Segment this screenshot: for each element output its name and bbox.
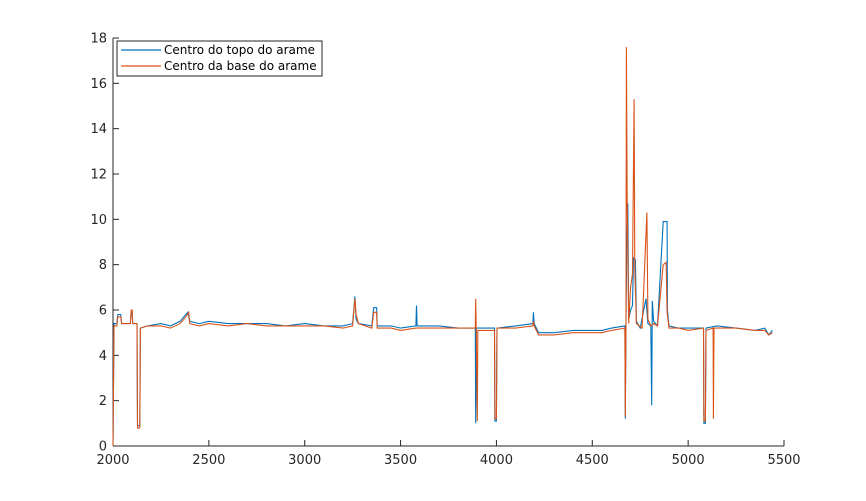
y-tick-label: 2 — [99, 394, 107, 409]
x-tick-label: 2000 — [96, 453, 129, 468]
y-tick-label: 12 — [90, 168, 107, 183]
legend-label: Centro da base do arame — [164, 59, 317, 73]
legend-label: Centro do topo do arame — [164, 43, 315, 57]
series-lines — [112, 47, 773, 447]
x-tick-label: 3500 — [384, 453, 417, 468]
legend: Centro do topo do arame Centro da base do… — [116, 40, 323, 77]
series-line-0 — [112, 203, 773, 447]
y-tick-label: 14 — [90, 122, 107, 137]
series-line-1 — [112, 47, 773, 447]
x-tick-label: 2500 — [192, 453, 225, 468]
y-axis-ticks: 0 2 4 6 8 10 12 14 16 18 — [90, 32, 119, 455]
y-tick-label: 6 — [99, 304, 107, 319]
y-tick-label: 0 — [99, 440, 107, 455]
x-tick-label: 4500 — [576, 453, 609, 468]
x-tick-label: 5500 — [767, 453, 800, 468]
axes-frame — [112, 38, 784, 447]
x-axis-ticks: 2000 2500 3000 3500 4000 4500 5000 5500 — [96, 440, 801, 468]
y-tick-label: 4 — [99, 349, 107, 364]
x-tick-label: 5000 — [672, 453, 705, 468]
y-tick-label: 18 — [90, 32, 107, 47]
y-tick-label: 16 — [90, 77, 107, 92]
y-tick-label: 8 — [99, 258, 107, 273]
x-tick-label: 3000 — [288, 453, 321, 468]
x-tick-label: 4000 — [480, 453, 513, 468]
y-tick-label: 10 — [90, 213, 107, 228]
legend-box — [116, 40, 323, 77]
